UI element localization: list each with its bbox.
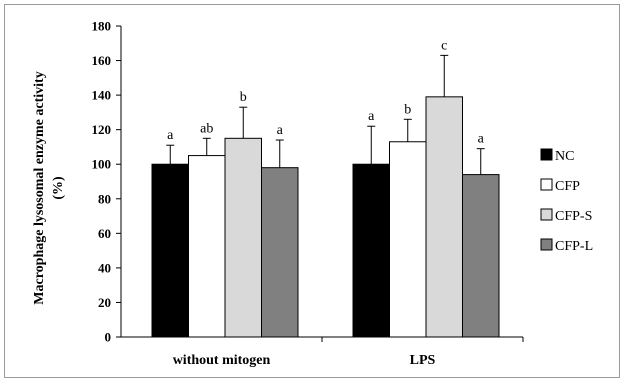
legend-label-cfp-l: CFP-L — [555, 239, 593, 254]
significance-label: b — [240, 90, 247, 105]
significance-label: a — [167, 128, 174, 143]
y-tick-label: 120 — [92, 122, 112, 137]
y-axis-label-line1: Macrophage lysosomal enzyme activity — [32, 71, 47, 304]
bar-cfp-s — [224, 137, 262, 338]
legend-label-nc: NC — [555, 149, 574, 164]
significance-label: a — [277, 123, 284, 138]
y-tick-label: 40 — [98, 260, 111, 275]
y-tick-label: 80 — [98, 191, 111, 206]
significance-label: b — [404, 102, 411, 117]
y-axis-label: Macrophage lysosomal enzyme activity (%) — [32, 71, 66, 304]
y-tick-label: 100 — [92, 157, 112, 172]
significance-label: a — [368, 109, 375, 124]
y-tick-label: 140 — [92, 88, 112, 103]
y-tick-label: 0 — [105, 330, 112, 345]
x-category-label: without mitogen — [173, 353, 271, 368]
bar-cfp — [389, 141, 427, 338]
bar-nc — [352, 163, 390, 338]
bar-cfp — [188, 155, 226, 338]
bar-nc — [151, 163, 189, 338]
y-tick-label: 60 — [98, 226, 111, 241]
legend-label-cfp-s: CFP-S — [555, 209, 592, 224]
y-axis-label-line2: (%) — [51, 176, 66, 200]
y-tick-label: 180 — [92, 19, 112, 34]
legend-swatch-cfp — [540, 178, 553, 191]
significance-label: c — [441, 38, 447, 53]
bar-cfp-l — [261, 167, 299, 338]
legend-swatch-nc — [540, 148, 553, 161]
legend: NC CFP CFP-S CFP-L — [540, 148, 593, 254]
bar-cfp-s — [425, 96, 463, 338]
x-category-label: LPS — [410, 353, 436, 368]
y-tick-label: 160 — [92, 53, 112, 68]
y-tick-label: 20 — [98, 295, 111, 310]
bar-cfp-l — [462, 174, 500, 338]
legend-swatch-cfp-s — [540, 208, 553, 221]
legend-label-cfp: CFP — [555, 179, 580, 194]
chart-frame — [4, 4, 620, 378]
significance-label: ab — [200, 121, 213, 136]
significance-label: a — [478, 132, 485, 147]
legend-swatch-cfp-l — [540, 238, 553, 251]
